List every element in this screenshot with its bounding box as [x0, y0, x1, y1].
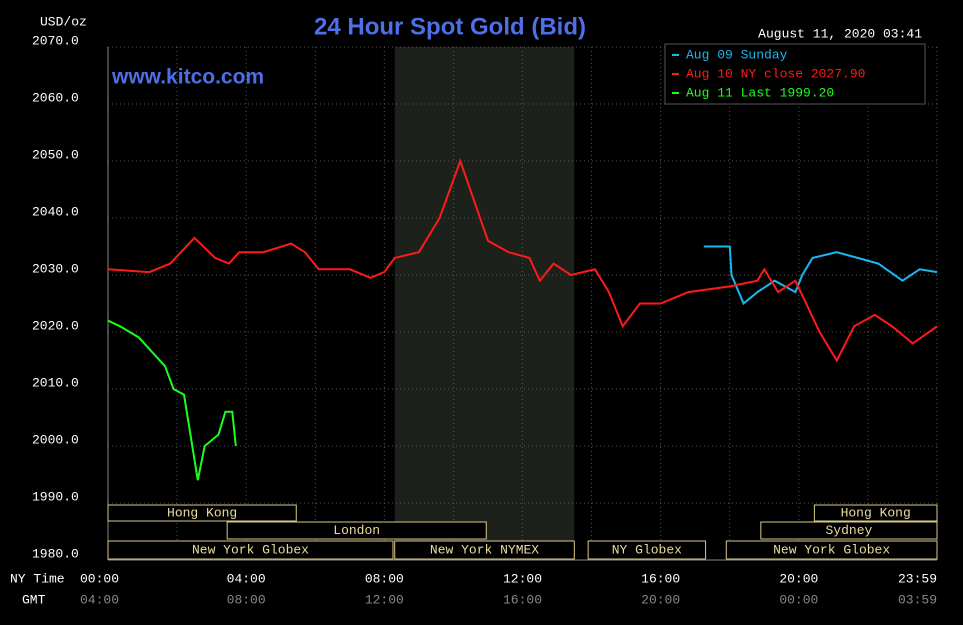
x2-tick-label: 08:00: [227, 592, 266, 607]
highlight-band: [394, 47, 575, 560]
session-box: [394, 540, 575, 560]
y-tick-label: 2040.0: [32, 204, 79, 219]
x2-axis-label: GMT: [22, 592, 46, 607]
x-tick-label: 23:59: [898, 571, 937, 586]
session-label: Hong Kong: [841, 505, 911, 520]
session-box: [587, 540, 707, 560]
x-tick-label: 20:00: [779, 571, 818, 586]
session-label: Sydney: [826, 523, 873, 538]
legend-label: Aug 09 Sunday: [686, 47, 788, 62]
session-label: New York Globex: [773, 542, 890, 557]
legend-label: Aug 10 NY close 2027.90: [686, 66, 865, 81]
x-tick-label: 16:00: [641, 571, 680, 586]
session-box: [725, 540, 938, 560]
x2-tick-label: 03:59: [898, 592, 937, 607]
watermark: www.kitco.com: [111, 66, 264, 89]
legend-label: Aug 11 Last 1999.20: [686, 85, 834, 100]
session-box: [813, 504, 938, 522]
x-tick-label: 12:00: [503, 571, 542, 586]
y-tick-label: 2070.0: [32, 33, 79, 48]
series-line: [107, 158, 938, 363]
x-tick-label: 08:00: [365, 571, 404, 586]
y-unit: USD/oz: [40, 14, 87, 29]
session-box: [107, 540, 394, 560]
y-tick-label: 2010.0: [32, 375, 79, 390]
session-box: [107, 504, 297, 522]
x2-tick-label: 16:00: [503, 592, 542, 607]
session-box: [226, 521, 487, 540]
x-axis-label: NY Time: [10, 571, 65, 586]
y-tick-label: 2020.0: [32, 318, 79, 333]
legend-box: [664, 43, 926, 105]
x2-tick-label: 00:00: [779, 592, 818, 607]
session-box: [760, 521, 938, 540]
x2-tick-label: 20:00: [641, 592, 680, 607]
y-tick-label: 1990.0: [32, 489, 79, 504]
session-label: New York NYMEX: [430, 542, 539, 557]
x2-tick-label: 12:00: [365, 592, 404, 607]
x2-tick-label: 04:00: [80, 592, 119, 607]
series-line: [107, 319, 237, 481]
x-tick-label: 00:00: [80, 571, 119, 586]
y-tick-label: 2060.0: [32, 90, 79, 105]
y-tick-label: 2050.0: [32, 147, 79, 162]
session-label: Hong Kong: [167, 505, 237, 520]
y-tick-label: 2000.0: [32, 432, 79, 447]
session-label: London: [333, 523, 380, 538]
session-label: NY Globex: [612, 542, 682, 557]
y-tick-label: 2030.0: [32, 261, 79, 276]
y-tick-label: 1980.0: [32, 546, 79, 561]
chart-title: 24 Hour Spot Gold (Bid): [314, 13, 586, 40]
x-tick-label: 04:00: [227, 571, 266, 586]
timestamp: August 11, 2020 03:41: [758, 26, 922, 41]
session-label: New York Globex: [192, 542, 309, 557]
